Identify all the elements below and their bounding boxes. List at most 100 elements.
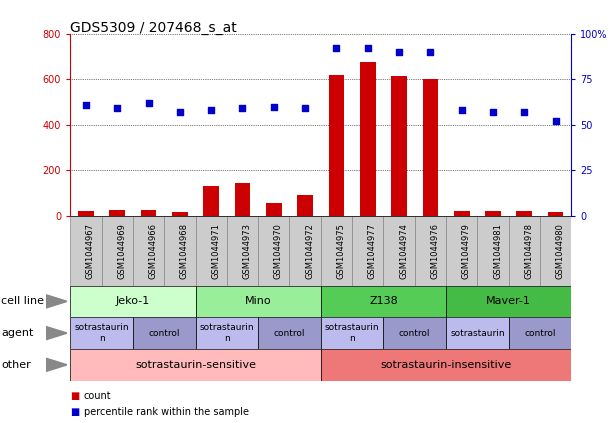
Text: GSM1044971: GSM1044971 — [211, 222, 220, 279]
Bar — [172, 212, 188, 216]
Text: control: control — [274, 329, 306, 338]
Point — [519, 109, 529, 115]
Text: GSM1044975: GSM1044975 — [337, 222, 345, 279]
Point — [363, 45, 373, 52]
Text: GSM1044979: GSM1044979 — [462, 222, 470, 279]
Text: ■: ■ — [70, 390, 79, 401]
Bar — [258, 317, 321, 349]
Point — [488, 109, 498, 115]
Text: sotrastaurin-insensitive: sotrastaurin-insensitive — [381, 360, 511, 370]
Bar — [133, 216, 164, 286]
Point — [207, 107, 216, 114]
Text: GSM1044980: GSM1044980 — [555, 222, 565, 279]
Text: GSM1044978: GSM1044978 — [524, 222, 533, 279]
Text: sotrastaurin
n: sotrastaurin n — [325, 324, 379, 343]
Text: GSM1044967: GSM1044967 — [86, 222, 95, 279]
Bar — [70, 216, 101, 286]
Bar — [70, 349, 321, 381]
Text: GSM1044976: GSM1044976 — [430, 222, 439, 279]
Bar — [109, 210, 125, 216]
Text: count: count — [84, 390, 111, 401]
Bar — [101, 216, 133, 286]
Text: Z138: Z138 — [369, 297, 398, 306]
Bar — [516, 211, 532, 216]
Bar — [196, 216, 227, 286]
Bar — [446, 216, 477, 286]
Bar — [321, 286, 446, 317]
Bar — [485, 211, 501, 216]
Polygon shape — [46, 295, 67, 308]
Text: GSM1044981: GSM1044981 — [493, 222, 502, 279]
Bar — [321, 317, 384, 349]
Text: other: other — [1, 360, 31, 370]
Bar — [298, 195, 313, 216]
Bar — [509, 317, 571, 349]
Bar — [509, 216, 540, 286]
Bar — [540, 216, 571, 286]
Bar — [321, 216, 352, 286]
Text: control: control — [399, 329, 431, 338]
Text: GDS5309 / 207468_s_at: GDS5309 / 207468_s_at — [70, 21, 237, 35]
Text: control: control — [148, 329, 180, 338]
Polygon shape — [46, 327, 67, 340]
Point — [300, 105, 310, 112]
Bar — [548, 212, 563, 216]
Text: Jeko-1: Jeko-1 — [115, 297, 150, 306]
Bar — [258, 216, 290, 286]
Bar — [329, 75, 344, 216]
Bar — [391, 76, 407, 216]
Text: GSM1044977: GSM1044977 — [368, 222, 377, 279]
Bar — [235, 183, 251, 216]
Bar — [196, 286, 321, 317]
Bar — [266, 203, 282, 216]
Text: GSM1044970: GSM1044970 — [274, 222, 283, 279]
Point — [112, 105, 122, 112]
Text: GSM1044972: GSM1044972 — [305, 222, 314, 279]
Point — [551, 118, 560, 124]
Point — [394, 49, 404, 55]
Point — [175, 109, 185, 115]
Point — [425, 49, 435, 55]
Polygon shape — [46, 358, 67, 371]
Text: percentile rank within the sample: percentile rank within the sample — [84, 407, 249, 418]
Bar — [477, 216, 509, 286]
Text: Maver-1: Maver-1 — [486, 297, 531, 306]
Point — [332, 45, 342, 52]
Bar — [446, 317, 509, 349]
Bar — [446, 286, 571, 317]
Text: sotrastaurin-sensitive: sotrastaurin-sensitive — [135, 360, 256, 370]
Bar — [133, 317, 196, 349]
Text: GSM1044969: GSM1044969 — [117, 222, 126, 279]
Bar — [70, 317, 133, 349]
Point — [81, 102, 91, 108]
Bar — [360, 62, 376, 216]
Bar — [196, 317, 258, 349]
Bar — [290, 216, 321, 286]
Bar — [78, 211, 93, 216]
Bar — [203, 186, 219, 216]
Text: Mino: Mino — [245, 297, 271, 306]
Bar — [423, 80, 438, 216]
Text: sotrastaurin
n: sotrastaurin n — [200, 324, 254, 343]
Text: control: control — [524, 329, 556, 338]
Text: GSM1044966: GSM1044966 — [148, 222, 158, 279]
Bar — [321, 349, 571, 381]
Text: sotrastaurin: sotrastaurin — [450, 329, 505, 338]
Text: GSM1044973: GSM1044973 — [243, 222, 252, 279]
Text: agent: agent — [1, 328, 34, 338]
Bar — [164, 216, 196, 286]
Bar — [384, 216, 415, 286]
Text: cell line: cell line — [1, 297, 44, 306]
Text: sotrastaurin
n: sotrastaurin n — [75, 324, 129, 343]
Bar — [70, 286, 196, 317]
Bar — [415, 216, 446, 286]
Point — [144, 99, 153, 106]
Text: ■: ■ — [70, 407, 79, 418]
Text: GSM1044968: GSM1044968 — [180, 222, 189, 279]
Bar — [352, 216, 384, 286]
Bar — [227, 216, 258, 286]
Bar — [384, 317, 446, 349]
Point — [269, 103, 279, 110]
Point — [457, 107, 467, 114]
Bar — [454, 211, 469, 216]
